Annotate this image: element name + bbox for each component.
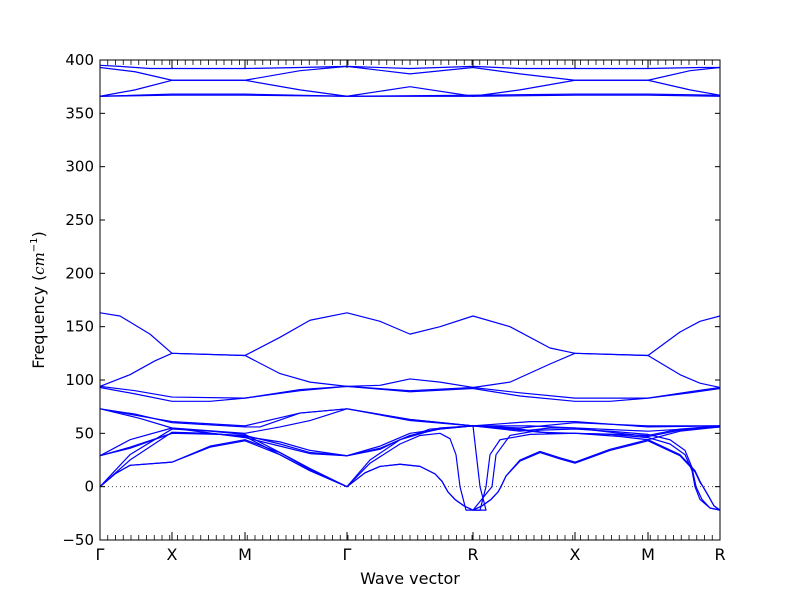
x-tick-label: X <box>570 545 581 564</box>
band-line-1 <box>100 64 720 70</box>
y-axis-label: Frequency (cm−1) <box>29 231 48 369</box>
x-tick-label: R <box>714 545 725 564</box>
y-tick-label: 350 <box>65 104 94 122</box>
y-tick-label: −50 <box>62 531 94 549</box>
x-tick-label: Γ <box>343 545 352 564</box>
plot-background <box>100 60 720 540</box>
x-axis-label: Wave vector <box>360 569 460 588</box>
x-tick-label: Γ <box>96 545 105 564</box>
y-tick-label: 200 <box>65 264 94 282</box>
y-tick-label: 100 <box>65 371 94 389</box>
x-tick-label: R <box>467 545 478 564</box>
plot-frame <box>99 59 721 541</box>
y-tick-label: 0 <box>84 478 94 496</box>
x-tick-label: M <box>641 545 655 564</box>
band-line-9 <box>100 385 720 402</box>
y-tick-label: 400 <box>65 51 94 69</box>
band-line-19 <box>100 425 720 511</box>
x-tick-label: X <box>167 545 178 564</box>
y-tick-label: 300 <box>65 158 94 176</box>
series-group <box>100 64 720 511</box>
band-line-5 <box>100 94 720 97</box>
y-tick-label: 150 <box>65 318 94 336</box>
y-axis-ticks: −50 0 50 100 150 200 250 300 350 400 <box>62 51 720 549</box>
band-line-18 <box>100 431 720 511</box>
band-line-3 <box>100 79 720 97</box>
band-line-7 <box>100 352 720 389</box>
minor-ticks <box>99 60 721 540</box>
y-tick-label: 50 <box>75 424 94 442</box>
y-tick-label: 250 <box>65 211 94 229</box>
x-tick-label: M <box>238 545 252 564</box>
